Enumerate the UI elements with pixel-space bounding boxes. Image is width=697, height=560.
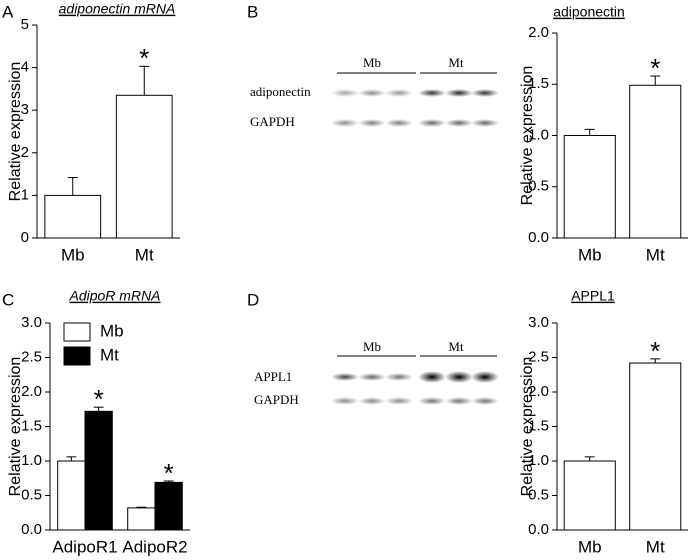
- y-tick-label: 2.0: [528, 24, 549, 41]
- blot-row: GAPDH: [254, 392, 299, 407]
- blot-band: [471, 89, 499, 97]
- y-tick-label: 0.0: [528, 229, 549, 246]
- chart-title: adiponectin mRNA: [59, 1, 176, 17]
- y-axis-label: Relative expression: [519, 66, 536, 206]
- blot-group: Mt: [448, 55, 464, 70]
- blot-band: [358, 89, 386, 97]
- y-tick-label: 1.0: [21, 452, 42, 469]
- significance-mark: *: [94, 384, 104, 414]
- legend-swatch: [63, 346, 91, 366]
- y-tick-label: 5: [21, 16, 29, 33]
- legend-swatch: [63, 322, 91, 342]
- chart-title: APPL1: [571, 288, 615, 304]
- y-axis-label: Relative expression: [7, 62, 24, 202]
- blot-group: Mb: [363, 339, 381, 354]
- blot-band: [445, 119, 473, 127]
- x-tick-label: AdipoR1: [52, 537, 117, 556]
- y-tick-label: 1.5: [528, 75, 549, 92]
- panel-label: C: [2, 290, 14, 309]
- blot-row: GAPDH: [250, 114, 295, 129]
- blot-band: [358, 373, 386, 381]
- y-tick-label: 0.5: [528, 178, 549, 195]
- blot-row: adiponectin: [250, 84, 311, 99]
- blot-band: [331, 89, 359, 97]
- y-tick-label: 3.0: [21, 314, 42, 331]
- x-tick-label: Mb: [578, 537, 602, 556]
- y-tick-label: 3: [21, 101, 29, 118]
- legend-label: Mb: [100, 321, 124, 340]
- blot-group: Mb: [363, 55, 381, 70]
- blot-band: [331, 373, 359, 381]
- y-tick-label: 0.5: [528, 486, 549, 503]
- panel-label: A: [2, 2, 14, 21]
- y-tick-label: 2.0: [21, 383, 42, 400]
- bar: [629, 84, 682, 239]
- x-tick-label: Mb: [61, 245, 85, 264]
- blot-band: [331, 397, 359, 405]
- blot-group: Mt: [448, 339, 464, 354]
- blot-band: [471, 119, 499, 127]
- y-tick-label: 2.5: [21, 348, 42, 365]
- blot-band: [385, 397, 413, 405]
- bar: [44, 194, 102, 239]
- y-tick-label: 0.5: [21, 486, 42, 503]
- x-tick-label: Mt: [646, 537, 665, 556]
- blot-band: [385, 373, 413, 381]
- y-tick-label: 1: [21, 186, 29, 203]
- legend-label: Mt: [100, 345, 119, 364]
- y-tick-label: 2: [21, 144, 29, 161]
- blot-band: [445, 397, 473, 405]
- blot-band: [418, 371, 446, 383]
- bar: [629, 362, 682, 531]
- chart-title: adiponectin: [553, 4, 625, 20]
- y-tick-label: 1.0: [528, 452, 549, 469]
- bar: [127, 507, 156, 531]
- blot-band: [385, 119, 413, 127]
- y-tick-label: 4: [21, 59, 29, 76]
- y-tick-label: 1.5: [21, 417, 42, 434]
- significance-mark: *: [650, 53, 660, 83]
- blot-band: [385, 89, 413, 97]
- y-tick-label: 1.0: [528, 126, 549, 143]
- y-axis-label: Relative expression: [7, 357, 24, 497]
- blot-row: APPL1: [254, 369, 292, 384]
- y-tick-label: 0.0: [528, 521, 549, 538]
- y-tick-label: 3.0: [528, 314, 549, 331]
- bar: [57, 460, 86, 531]
- x-tick-label: Mt: [646, 245, 665, 264]
- significance-mark: *: [164, 458, 174, 488]
- significance-mark: *: [139, 43, 149, 73]
- blot-band: [471, 397, 499, 405]
- panel-label: D: [247, 290, 259, 309]
- blot-band: [418, 119, 446, 127]
- y-tick-label: 2.5: [528, 348, 549, 365]
- x-tick-label: Mt: [135, 245, 154, 264]
- y-axis-label: Relative expression: [519, 357, 536, 497]
- bar: [154, 481, 183, 531]
- x-tick-label: AdipoR2: [122, 537, 187, 556]
- y-tick-label: 2.0: [528, 383, 549, 400]
- chart-title: AdipoR mRNA: [68, 288, 160, 304]
- y-tick-label: 0: [21, 229, 29, 246]
- bar: [84, 410, 113, 531]
- blot-band: [445, 371, 473, 383]
- significance-mark: *: [650, 336, 660, 366]
- blot-band: [418, 397, 446, 405]
- bar: [563, 460, 616, 531]
- blot-band: [445, 89, 473, 97]
- panel-label: B: [247, 2, 258, 21]
- y-tick-label: 1.5: [528, 417, 549, 434]
- blot-band: [418, 89, 446, 97]
- y-tick-label: 0.0: [21, 521, 42, 538]
- bar: [563, 135, 616, 239]
- blot-band: [358, 119, 386, 127]
- bar: [115, 94, 173, 239]
- blot-band: [358, 397, 386, 405]
- x-tick-label: Mb: [578, 245, 602, 264]
- blot-band: [331, 119, 359, 127]
- blot-band: [471, 371, 499, 383]
